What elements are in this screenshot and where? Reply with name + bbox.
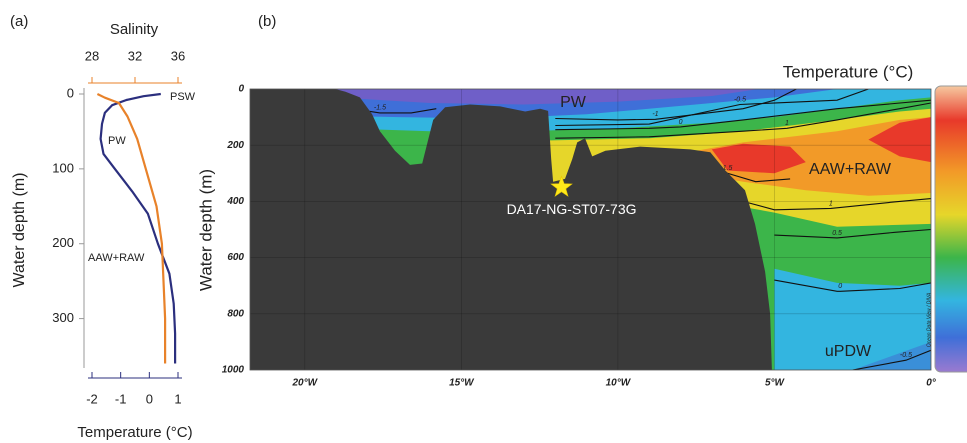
isotherm xyxy=(852,349,931,370)
isotherm-label: -1.5 xyxy=(374,105,386,112)
isotherm-label: 1 xyxy=(785,120,789,127)
isotherm xyxy=(774,228,931,239)
plot-frame xyxy=(249,88,932,371)
temperature-region xyxy=(774,268,931,370)
annotation: PW xyxy=(108,135,126,147)
isotherm xyxy=(555,89,869,127)
profile-line xyxy=(96,93,167,364)
top-tick-label: 32 xyxy=(128,48,142,63)
temperature-region xyxy=(711,143,806,174)
x-tick-label: 10°W xyxy=(606,378,632,389)
y-tick-label: 1000 xyxy=(222,365,245,376)
x-axis-title: Temperature (°C) xyxy=(77,424,192,441)
isotherm-label: 0 xyxy=(838,283,842,290)
x-tick-label: -2 xyxy=(86,391,98,406)
x-tick-label: 1 xyxy=(174,391,181,406)
top-tick-label: 28 xyxy=(85,48,99,63)
x-tick-label: 0° xyxy=(926,378,937,389)
station-label: DA17-NG-ST07-73G xyxy=(507,201,637,217)
x-tick-label: 0 xyxy=(146,391,153,406)
y-tick-label: 300 xyxy=(52,310,74,325)
isotherm-label: 0.5 xyxy=(832,230,842,237)
isotherm-label: 1.5 xyxy=(723,165,733,172)
x-tick-label: 20°W xyxy=(292,378,319,389)
isotherm xyxy=(742,198,931,211)
isotherm-label: 1 xyxy=(829,200,833,207)
y-tick-label: 0 xyxy=(238,84,244,95)
isotherm-label: 0 xyxy=(679,119,683,126)
top-tick-label: 36 xyxy=(171,48,185,63)
y-tick-label: 200 xyxy=(52,235,74,250)
isotherm xyxy=(555,102,931,139)
isotherm xyxy=(774,279,931,292)
annotation: AAW+RAW xyxy=(88,252,145,264)
y-tick-label: 100 xyxy=(52,160,74,175)
x-tick-label: -1 xyxy=(115,391,127,406)
panel-label: (b) xyxy=(258,13,276,30)
temperature-region xyxy=(868,117,931,163)
isotherm xyxy=(555,99,931,131)
isotherm xyxy=(555,89,797,121)
isotherm-label: -0.5 xyxy=(900,352,912,359)
annotation: PW xyxy=(560,94,587,111)
temperature-region xyxy=(336,89,759,105)
y-tick-label: 0 xyxy=(67,85,74,100)
y-axis-title: Water depth (m) xyxy=(196,169,215,291)
annotation: AAW+RAW xyxy=(809,161,892,178)
isotherm-label: -1 xyxy=(652,111,658,118)
top-axis-title: Salinity xyxy=(110,21,159,38)
y-tick-label: 800 xyxy=(227,308,244,319)
credit: Ocean Data View / DIVA xyxy=(926,292,932,347)
y-tick-label: 400 xyxy=(226,196,244,207)
station-marker xyxy=(550,175,573,197)
plot-area: -1.5 -1 -0.5 0 1 1.5 1 0.5 0 -0.5 xyxy=(250,89,931,370)
annotation: uPDW xyxy=(825,343,872,360)
y-axis-title: Water depth (m) xyxy=(11,173,28,288)
annotation: PSW xyxy=(170,91,196,103)
x-tick-label: 15°W xyxy=(449,378,475,389)
x-tick-label: 5°W xyxy=(765,378,786,389)
panel-label: (a) xyxy=(10,13,28,30)
temperature-region xyxy=(680,117,931,196)
temperature-region xyxy=(852,341,931,370)
bathymetry xyxy=(250,89,772,370)
y-tick-label: 200 xyxy=(226,140,244,151)
isotherm-label: -0.5 xyxy=(734,96,746,103)
colorbar xyxy=(934,85,967,373)
y-tick-label: 600 xyxy=(227,252,244,263)
colorbar-title: Temperature (°C) xyxy=(783,62,914,81)
